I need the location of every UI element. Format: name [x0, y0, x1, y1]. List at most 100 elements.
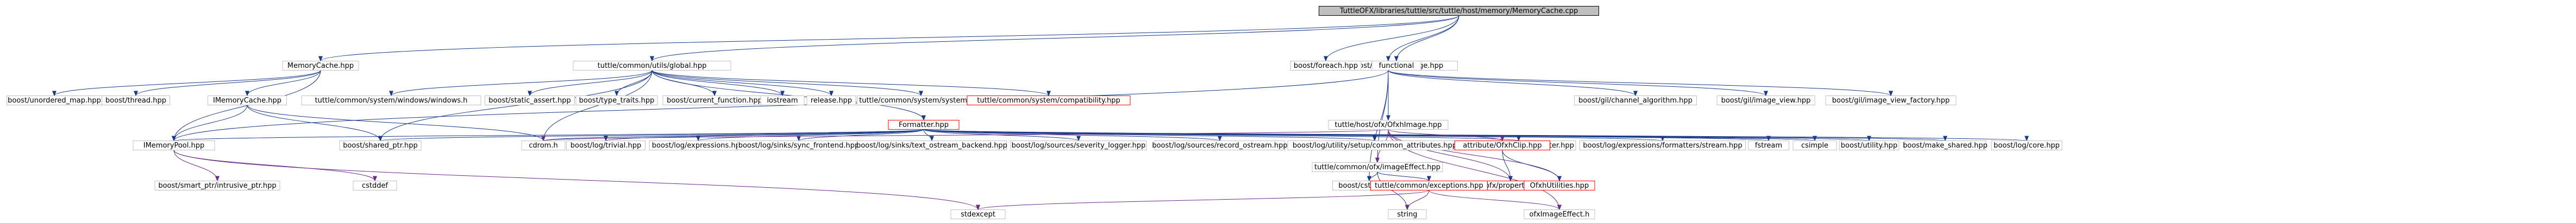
node-box — [1319, 6, 1599, 16]
edge-formatter-to-sync_frontend — [797, 129, 924, 142]
edge-formatter-to-cdrom — [541, 129, 924, 142]
node-label: boost/gil/channel_algorithm.hpp — [1578, 97, 1693, 105]
node-log_expressions[interactable]: boost/log/expressions.hpp — [649, 141, 748, 150]
node-memcache[interactable]: MemoryCache.hpp — [282, 61, 359, 71]
node-label: boost/log/sinks/text_ostream_backend.hpp — [856, 142, 1007, 150]
node-attrclip[interactable]: attribute/OfxhClip.hpp — [1455, 141, 1550, 150]
edge-global-to-system — [651, 70, 923, 97]
edge-ofximage-to-cdrom — [542, 129, 1389, 142]
node-unordered[interactable]: boost/unordered_map.hpp — [7, 95, 102, 105]
node-box — [1312, 162, 1443, 172]
node-global[interactable]: tuttle/common/utils/global.hpp — [573, 61, 731, 71]
edge-global-to-winhdr — [389, 70, 653, 97]
node-make_shared[interactable]: boost/make_shared.hpp — [1903, 141, 1988, 150]
node-box — [1748, 141, 1789, 150]
node-fmt_stream[interactable]: boost/log/expressions/formatters/stream.… — [1580, 141, 1746, 150]
node-imempool[interactable]: IMemoryPool.hpp — [133, 141, 215, 150]
edge-imemcache-to-cdrom — [247, 105, 546, 142]
node-box — [566, 141, 645, 150]
node-box — [1154, 141, 1286, 150]
node-fstream[interactable]: fstream — [1748, 141, 1789, 150]
node-label: cdrom.h — [529, 142, 557, 150]
node-box — [1290, 61, 1362, 71]
node-label: MemoryCache.hpp — [287, 62, 354, 70]
node-text_ostream[interactable]: boost/log/sinks/text_ostream_backend.hpp — [856, 141, 1007, 150]
node-cstddef[interactable]: cstddef — [353, 181, 397, 190]
node-root[interactable]: TuttleOFX/libraries/tuttle/src/tuttle/ho… — [1319, 6, 1599, 16]
edge-global-to-iostream — [651, 70, 785, 97]
node-system[interactable]: tuttle/common/system/system.hpp — [857, 95, 985, 105]
edge-formatter-to-log_expressions — [696, 129, 924, 142]
node-csimple[interactable]: csimple — [1792, 141, 1837, 150]
node-box — [282, 61, 359, 71]
edge-imempool-to-cstddef — [173, 150, 377, 182]
edge-ofximageeffect-to-string — [1377, 171, 1409, 211]
node-box — [133, 141, 215, 150]
node-box — [1010, 141, 1147, 150]
node-label: boost/log/trivial.hpp — [571, 142, 641, 150]
node-ofximageeffect[interactable]: tuttle/common/ofx/imageEffect.hpp — [1312, 162, 1443, 172]
node-label: boost/log/sources/record_ostream.hpp — [1152, 142, 1287, 150]
edge-formatter-to-fmt_stream — [923, 129, 1664, 142]
node-functional[interactable]: functional — [1371, 61, 1421, 71]
edge-attrimg-to-channel_algo — [1388, 70, 1638, 97]
node-imemcache[interactable]: IMemoryCache.hpp — [208, 95, 287, 105]
edge-global-to-type_traits — [615, 70, 653, 97]
node-cdrom[interactable]: cdrom.h — [521, 141, 566, 150]
node-winhdr[interactable]: tuttle/common/system/windows/windows.h — [301, 95, 481, 105]
node-intrusive[interactable]: boost/smart_ptr/intrusive_ptr.hpp — [154, 181, 280, 190]
node-ofxhutil[interactable]: OfxhUtilities.hpp — [1524, 181, 1595, 190]
node-channel_algo[interactable]: boost/gil/channel_algorithm.hpp — [1574, 95, 1697, 105]
node-thread[interactable]: boost/thread.hpp — [102, 95, 170, 105]
node-severity_logger[interactable]: boost/log/sources/severity_logger.hpp — [1010, 141, 1147, 150]
node-label: tuttle/common/system/windows/windows.h — [315, 97, 468, 105]
node-shared_ptr[interactable]: boost/shared_ptr.hpp — [339, 141, 422, 150]
node-exceptions[interactable]: tuttle/common/exceptions.hpp — [1370, 181, 1488, 190]
node-iostream[interactable]: iostream — [760, 95, 805, 105]
node-ofximage[interactable]: tuttle/host/ofx/OfxhImage.hpp — [1328, 120, 1449, 130]
node-box — [208, 95, 287, 105]
node-box — [888, 120, 960, 130]
edge-attrimg-to-image_view — [1388, 70, 1768, 97]
node-utility[interactable]: boost/utility.hpp — [1839, 141, 1900, 150]
node-image_view_factory[interactable]: boost/gil/image_view_factory.hpp — [1825, 95, 1957, 105]
node-sync_frontend[interactable]: boost/log/sinks/sync_frontend.hpp — [737, 141, 860, 150]
node-record_ostream[interactable]: boost/log/sources/record_ostream.hpp — [1152, 141, 1288, 150]
node-image_view[interactable]: boost/gil/image_view.hpp — [1716, 95, 1815, 105]
node-type_traits[interactable]: boost/type_traits.hpp — [575, 95, 658, 105]
node-common_attrs[interactable]: boost/log/utility/setup/common_attribute… — [1287, 141, 1462, 150]
edge-ofximage-to-attrclip — [1388, 129, 1505, 142]
edge-formatter-to-shared_ptr — [378, 129, 924, 142]
node-box — [1574, 95, 1697, 105]
node-current_function[interactable]: boost/current_function.hpp — [662, 95, 767, 105]
node-log_trivial[interactable]: boost/log/trivial.hpp — [566, 141, 645, 150]
edge-memcache-to-imemcache — [245, 70, 321, 97]
node-foreach[interactable]: boost/foreach.hpp — [1290, 61, 1362, 71]
node-formatter[interactable]: Formatter.hpp — [888, 120, 960, 130]
node-box — [1328, 120, 1449, 130]
node-string[interactable]: string — [1388, 209, 1427, 219]
node-label: tuttle/common/ofx/imageEffect.hpp — [1314, 163, 1440, 171]
node-label: boost/make_shared.hpp — [1903, 142, 1988, 150]
node-label: tuttle/common/exceptions.hpp — [1375, 182, 1483, 190]
node-label: release.hpp — [811, 97, 852, 105]
node-static_assert[interactable]: boost/static_assert.hpp — [485, 95, 575, 105]
edge-attrimg-to-imempool — [172, 70, 1389, 142]
node-compat[interactable]: tuttle/common/system/compatibility.hpp — [967, 95, 1131, 105]
node-ofxImageEffect[interactable]: ofxImageEffect.h — [1524, 209, 1595, 219]
node-label: boost/unordered_map.hpp — [8, 97, 101, 105]
edge-exceptions-to-string — [1405, 190, 1430, 211]
node-label: OfxhUtilities.hpp — [1530, 182, 1589, 190]
node-release[interactable]: release.hpp — [806, 95, 856, 105]
node-label: boost/log/sources/severity_logger.hpp — [1012, 142, 1146, 150]
edge-ofximage-to-propset — [1388, 129, 1513, 182]
node-label: boost/thread.hpp — [105, 97, 166, 105]
node-box — [573, 61, 731, 71]
node-label: IMemoryPool.hpp — [143, 142, 204, 150]
node-stdexcept[interactable]: stdexcept — [950, 209, 1006, 219]
edge-global-to-static_assert — [528, 70, 653, 97]
node-log_core[interactable]: boost/log/core.hpp — [1991, 141, 2063, 150]
node-label: boost/log/utility/setup/common_attribute… — [1293, 142, 1457, 150]
node-label: functional — [1379, 62, 1414, 70]
edge-imemcache-to-imempool — [172, 105, 248, 142]
